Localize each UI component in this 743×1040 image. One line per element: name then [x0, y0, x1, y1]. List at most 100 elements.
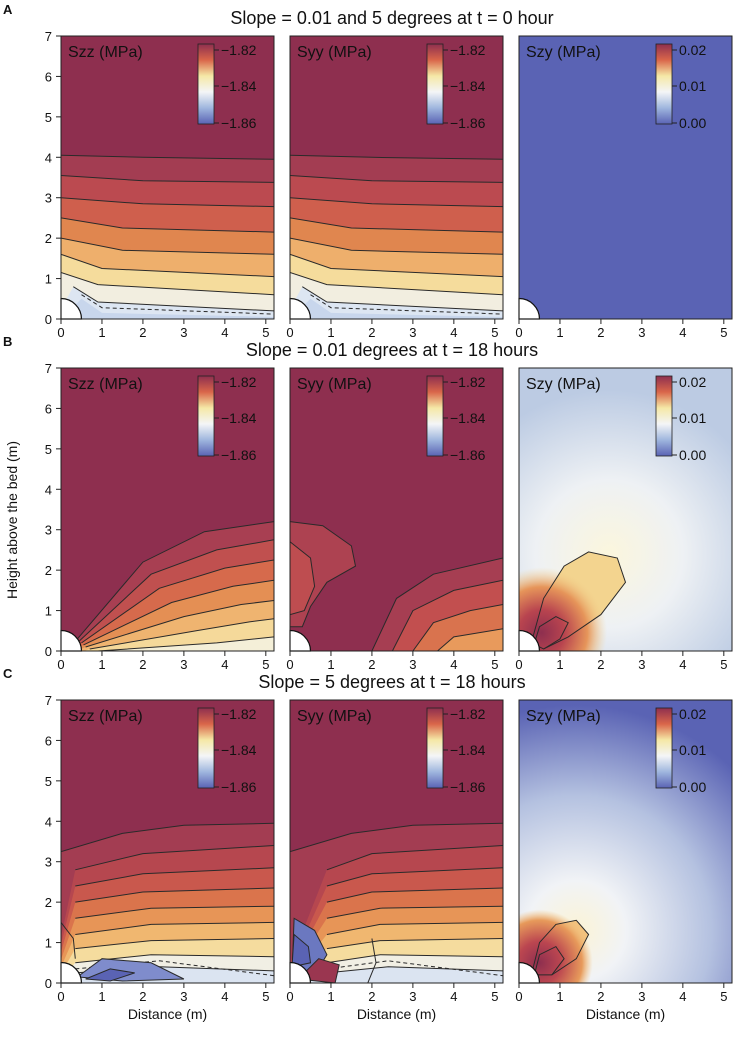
heatmap-area: [519, 368, 732, 651]
color-band: [61, 298, 274, 319]
colorbar: −1.82 −1.84 −1.86: [426, 706, 486, 795]
color-band: [97, 636, 274, 651]
colorbar-tick-label: −1.82: [221, 706, 257, 722]
y-tick-label: 6: [45, 69, 52, 84]
x-tick-label: 3: [180, 657, 187, 672]
contour-line: [326, 966, 503, 974]
x-tick-label: 1: [98, 325, 105, 340]
contour-line: [290, 541, 316, 616]
contour-line: [291, 933, 312, 968]
contour-line: [326, 845, 503, 871]
panel-frame: [289, 367, 504, 652]
colorbar-tick-label: −1.84: [221, 410, 257, 426]
x-axis-label: Distance (m): [128, 1006, 207, 1022]
x-tick-label: 0: [515, 657, 522, 672]
contour-line: [326, 887, 503, 903]
x-tick-label: 3: [409, 325, 416, 340]
contour-line: [61, 822, 274, 853]
colorbar-gradient: [655, 707, 673, 789]
colorbar: −1.82 −1.84 −1.86: [197, 374, 257, 463]
colorbar-gradient: [426, 707, 444, 789]
x-tick-label: 5: [262, 325, 269, 340]
contour-line: [85, 600, 274, 648]
color-band: [437, 628, 503, 651]
contour-line: [326, 954, 503, 964]
subplot-label: Szz (MPa): [68, 376, 143, 393]
y-tick-label: 6: [45, 733, 52, 748]
colorbar: −1.82 −1.84 −1.86: [197, 706, 257, 795]
x-tick-label: 5: [262, 657, 269, 672]
y-tick-label: 6: [45, 401, 52, 416]
x-tick-label: 2: [139, 657, 146, 672]
subplot-label: Syy (MPa): [297, 376, 372, 393]
x-tick-label: 1: [327, 657, 334, 672]
x-tick-label: 1: [556, 325, 563, 340]
obstacle-clast: [518, 629, 541, 652]
x-tick-label: 3: [409, 989, 416, 1004]
colorbar-gradient: [426, 43, 444, 125]
contour-line: [302, 286, 503, 312]
heatmap-area: [61, 368, 274, 651]
y-tick-label: 2: [45, 231, 52, 246]
x-tick-label: 0: [286, 325, 293, 340]
panel-frame: [60, 367, 275, 652]
contour-line: [326, 867, 503, 887]
colorbar-tick-label: −1.82: [221, 42, 257, 58]
colorbar-tick-label: 0.00: [679, 447, 706, 463]
contour-line: [290, 197, 503, 208]
color-band: [61, 286, 274, 319]
x-tick-label: 4: [679, 325, 686, 340]
contour-line: [73, 286, 274, 312]
panel-frame: [289, 35, 504, 320]
contour-line: [297, 958, 340, 983]
x-axis-label: Distance (m): [357, 1006, 436, 1022]
contour-line: [77, 958, 185, 982]
x-tick-label: 2: [368, 325, 375, 340]
panel-title: Slope = 5 degrees at t = 18 hours: [258, 672, 525, 692]
x-tick-label: 0: [57, 325, 64, 340]
panel-title: Slope = 0.01 degrees at t = 18 hours: [246, 340, 538, 360]
contour-line: [530, 551, 627, 650]
colorbar-tick-label: 0.02: [679, 42, 706, 58]
obstacle-clast: [289, 961, 312, 984]
contour-line: [290, 253, 503, 278]
colorbar-tick-label: −1.84: [221, 78, 257, 94]
panel-letter: B: [3, 334, 12, 349]
x-tick-label: 3: [180, 989, 187, 1004]
panel-B-syy_b: Syy (MPa) −1.82 −1.84 −1.86 0 1 2 3 4 5: [286, 367, 504, 672]
contour-line: [290, 822, 503, 853]
x-tick-label: 1: [98, 657, 105, 672]
subplot-label: Szy (MPa): [526, 708, 601, 725]
contour-line: [75, 921, 274, 935]
colorbar-tick-label: −1.86: [450, 447, 486, 463]
panel-letter: C: [3, 666, 13, 681]
heatmap-area: [61, 700, 274, 983]
panel-frame: [60, 35, 275, 320]
y-tick-label: 1: [45, 936, 52, 951]
colorbar-tick-label: −1.86: [221, 447, 257, 463]
x-tick-label: 1: [98, 989, 105, 1004]
color-band: [290, 286, 503, 319]
panel-A-syy_t0: Syy (MPa) −1.82 −1.84 −1.86 0 1 2 3 4 5: [286, 35, 504, 340]
contour-line: [61, 253, 274, 278]
x-tick-label: 5: [262, 989, 269, 1004]
obstacle-clast: [60, 629, 83, 652]
x-tick-label: 5: [720, 325, 727, 340]
contour-line: [85, 968, 135, 982]
x-tick-label: 5: [491, 657, 498, 672]
x-tick-label: 5: [491, 325, 498, 340]
x-tick-label: 4: [221, 325, 228, 340]
y-tick-label: 3: [45, 523, 52, 538]
panel-frame: [518, 367, 733, 652]
heatmap-area: [61, 36, 274, 319]
panel-C-syy_c: Syy (MPa) −1.82 −1.84 −1.86 0 1 2 3 4 5 Distance (…: [286, 699, 504, 1022]
obstacle-clast: [518, 297, 541, 320]
x-tick-label: 0: [515, 989, 522, 1004]
color-band: [290, 541, 315, 615]
x-tick-label: 0: [57, 989, 64, 1004]
cold-lobe: [85, 968, 135, 981]
contour-line: [290, 217, 503, 233]
subplot-label: Szy (MPa): [526, 376, 601, 393]
colorbar-gradient: [655, 375, 673, 457]
contour-line: [61, 154, 274, 160]
